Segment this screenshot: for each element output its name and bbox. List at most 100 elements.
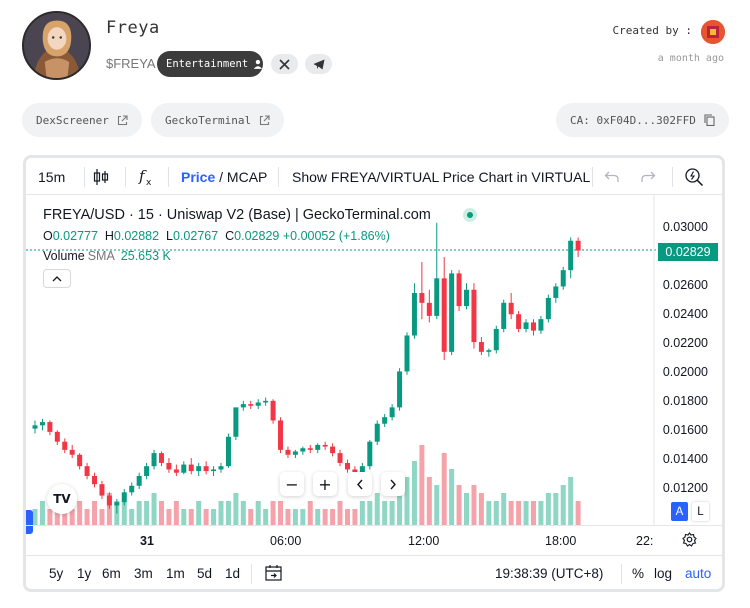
- range-6m[interactable]: 6m: [102, 566, 121, 581]
- x-social-button[interactable]: [271, 54, 298, 74]
- volume-bar: [330, 509, 336, 525]
- range-3m[interactable]: 3m: [134, 566, 153, 581]
- candle-body: [322, 444, 328, 447]
- time-tick: 31: [140, 534, 154, 548]
- volume-bar: [508, 501, 514, 525]
- price-tick: 0.02000: [662, 365, 708, 379]
- contract-address-copy[interactable]: CA: 0xF04D...302FFD: [556, 103, 729, 137]
- toolbar-divider: [621, 564, 622, 584]
- volume-bar: [359, 501, 365, 525]
- chart-settings-button[interactable]: [682, 532, 697, 550]
- creator-avatar[interactable]: [701, 20, 725, 44]
- candle-type-button[interactable]: [93, 158, 109, 195]
- zoom-in-button[interactable]: +: [313, 472, 337, 496]
- range-1d[interactable]: 1d: [225, 566, 241, 581]
- geckoterminal-link[interactable]: GeckoTerminal: [151, 103, 285, 137]
- candle-body: [344, 462, 350, 470]
- collapse-legend-button[interactable]: [43, 269, 71, 288]
- range-1y[interactable]: 1y: [77, 566, 92, 581]
- candle-body: [478, 342, 484, 352]
- time-tick: 06:00: [270, 534, 302, 548]
- candle-body: [516, 314, 522, 329]
- candle-body: [508, 302, 514, 315]
- tradingview-logo[interactable]: TV: [47, 484, 77, 514]
- candlestick-chart[interactable]: [26, 195, 722, 525]
- candle-body: [173, 469, 179, 473]
- close-label: C: [225, 229, 235, 243]
- volume-bar: [545, 493, 551, 525]
- scroll-right-button[interactable]: [381, 472, 405, 496]
- category-tag[interactable]: Entertainment: [157, 51, 263, 77]
- candle-body: [270, 400, 276, 421]
- range-5d[interactable]: 5d: [197, 566, 213, 581]
- open-label: O: [43, 229, 53, 243]
- volume-bar: [211, 509, 217, 525]
- candle-body: [486, 350, 492, 352]
- market-status-dot: [463, 208, 477, 222]
- range-bar: 5y 1y 6m 3m 1m 5d 1d 19:38:39 (UTC+8) % …: [26, 555, 722, 589]
- chevron-left-icon: [357, 479, 363, 489]
- svg-text:f: f: [138, 167, 147, 185]
- price-tick: 0.02200: [662, 336, 708, 350]
- redo-button[interactable]: [640, 158, 656, 195]
- candle-body: [181, 464, 187, 473]
- candle-body: [54, 431, 60, 442]
- volume-bar: [337, 501, 343, 525]
- candle-body: [464, 289, 470, 307]
- candle-body: [315, 444, 321, 450]
- user-icon: [253, 59, 263, 69]
- last-price-tag: 0.02829: [658, 243, 718, 261]
- range-5y[interactable]: 5y: [49, 566, 64, 581]
- candle-body: [545, 297, 551, 320]
- candle-body: [84, 466, 90, 476]
- zoom-out-button[interactable]: −: [280, 472, 304, 496]
- price-option[interactable]: Price: [181, 168, 216, 185]
- volume-bar: [523, 501, 529, 525]
- candle-body: [39, 422, 45, 426]
- percent-scale-toggle[interactable]: %: [632, 566, 645, 581]
- dexscreener-label: DexScreener: [36, 113, 109, 127]
- mcap-option[interactable]: MCAP: [226, 168, 268, 185]
- volume-bar: [419, 445, 425, 525]
- range-1m[interactable]: 1m: [166, 566, 185, 581]
- scroll-left-button[interactable]: [348, 472, 372, 496]
- candle-body: [337, 453, 343, 463]
- log-scale-toggle[interactable]: log: [654, 566, 673, 581]
- volume-bar: [471, 485, 477, 525]
- volume-bar: [196, 501, 202, 525]
- auto-scale-button[interactable]: A: [671, 502, 688, 521]
- log-scale-button[interactable]: L: [692, 502, 709, 521]
- interval-selector[interactable]: 15m: [38, 168, 66, 185]
- volume-bar: [538, 501, 544, 525]
- volume-bar: [501, 493, 507, 525]
- dexscreener-link[interactable]: DexScreener: [22, 103, 142, 137]
- volume-bar: [434, 485, 440, 525]
- volume-bar: [106, 493, 112, 525]
- telegram-button[interactable]: [305, 54, 332, 74]
- quick-search-button[interactable]: [684, 158, 704, 195]
- candle-body: [99, 484, 105, 496]
- auto-scale-toggle[interactable]: auto: [685, 566, 712, 581]
- show-in-virtual-button[interactable]: Show FREYA/VIRTUAL Price Chart in VIRTUA…: [292, 168, 591, 185]
- candle-body: [441, 278, 447, 352]
- volume-bar: [225, 501, 231, 525]
- toolbar-divider: [251, 564, 252, 584]
- ohlc-readout: O0.02777 H0.02882 L0.02767 C0.02829 +0.0…: [43, 229, 390, 243]
- volume-bar: [248, 509, 254, 525]
- volume-bar: [54, 509, 60, 525]
- clock-timezone[interactable]: 19:38:39 (UTC+8): [495, 566, 604, 581]
- scroll-handle[interactable]: [26, 510, 33, 534]
- toolbar-divider: [278, 167, 279, 187]
- undo-button[interactable]: [604, 158, 620, 195]
- volume-bar: [203, 509, 209, 525]
- toolbar-divider: [592, 167, 593, 187]
- created-by-label: Created by :: [612, 24, 692, 37]
- price-mcap-toggle[interactable]: Price / MCAP: [181, 158, 267, 195]
- toolbar-divider: [125, 167, 126, 187]
- volume-bar: [121, 501, 127, 525]
- candle-body: [92, 475, 98, 485]
- go-to-date-button[interactable]: [264, 563, 284, 586]
- volume-value: 25.653 K: [120, 249, 171, 263]
- candle-body: [166, 462, 172, 470]
